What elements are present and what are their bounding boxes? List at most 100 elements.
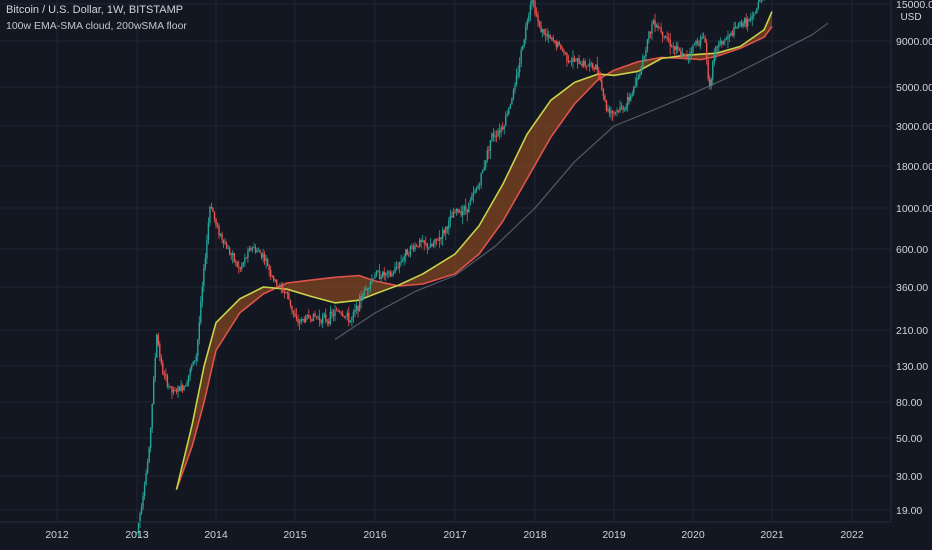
candle-body — [754, 13, 756, 15]
y-tick-label: 3000.00 — [896, 121, 932, 133]
candle-body — [263, 254, 266, 261]
candle-body — [633, 86, 635, 94]
candle-body — [617, 110, 620, 112]
candle-body — [181, 385, 184, 391]
candle-body — [480, 173, 482, 185]
y-tick-label: 1800.00 — [896, 161, 932, 173]
candle-body — [690, 52, 693, 54]
candle-body — [340, 312, 342, 314]
y-tick-label: 80.00 — [896, 397, 922, 409]
candle-body — [418, 240, 421, 247]
candle-body — [213, 211, 216, 219]
candle-body — [737, 23, 740, 29]
candle-body — [276, 279, 278, 286]
candle-body — [640, 66, 643, 75]
candle-body — [375, 271, 378, 276]
candle-body — [584, 61, 586, 66]
candle-body — [314, 313, 316, 317]
x-axis-tick-labels[interactable]: 2012 2013 2014 2015 2016 2017 2018 2019 2020 2021… — [45, 529, 864, 541]
candle-body — [604, 95, 606, 101]
candle-body — [145, 472, 147, 485]
candle-body — [346, 312, 349, 317]
candle-body — [585, 65, 588, 67]
candle-body — [225, 243, 228, 249]
candle-body — [441, 230, 444, 239]
candle-body — [543, 29, 545, 35]
candle-body — [680, 50, 682, 57]
candle-body — [678, 49, 681, 51]
candle-body — [500, 127, 502, 133]
candle-body — [616, 110, 618, 112]
candle-body — [701, 36, 703, 38]
candle-body — [661, 31, 664, 37]
candle-body — [506, 113, 509, 116]
candle-body — [235, 261, 237, 263]
candle-body — [312, 313, 315, 321]
candle-body — [423, 240, 425, 244]
candle-body — [369, 282, 372, 289]
candle-body — [579, 63, 582, 65]
candle-body — [477, 186, 479, 189]
candle-body — [238, 266, 240, 268]
candle-body — [488, 150, 490, 152]
y-tick-label: 5000.00 — [896, 82, 932, 94]
candle-body — [266, 259, 269, 267]
candle-body — [146, 462, 149, 473]
candle-body — [394, 267, 396, 273]
candle-body — [525, 26, 527, 40]
candle-body — [746, 19, 749, 27]
candle-body — [528, 15, 530, 21]
candle-body — [232, 253, 234, 256]
candle-body — [260, 253, 263, 258]
candle-body — [408, 254, 410, 256]
candle-body — [175, 390, 178, 393]
candle-body — [328, 320, 330, 324]
candle-body — [425, 243, 427, 244]
candle-body — [168, 386, 170, 388]
candle-body — [363, 290, 365, 297]
candle-body — [521, 45, 524, 51]
candle-body — [159, 344, 161, 357]
candle-body — [256, 250, 258, 253]
candle-body — [639, 74, 641, 77]
x-tick-label: 2013 — [125, 529, 149, 541]
candle-body — [695, 41, 697, 45]
y-axis-tick-labels[interactable]: 19.00 30.00 50.00 80.00 130.00 210.00 360.00 60… — [896, 0, 932, 517]
candle-body — [660, 27, 662, 32]
candle-body — [380, 277, 382, 280]
y-axis-unit: USD — [900, 12, 922, 23]
candle-body — [646, 39, 649, 51]
candle-body — [446, 227, 449, 230]
candle-body — [588, 63, 591, 66]
y-tick-label: 1000.00 — [896, 203, 932, 215]
candle-body — [657, 25, 659, 28]
candle-body — [705, 42, 708, 60]
candle-body — [184, 385, 187, 387]
candle-body — [554, 40, 556, 42]
candle-body — [386, 272, 389, 274]
candle-body — [526, 20, 529, 27]
candle-body — [265, 259, 267, 261]
candle-body — [420, 240, 422, 242]
candle-body — [140, 506, 143, 514]
candle-body — [489, 140, 492, 151]
candle-body — [532, 0, 535, 1]
candle-body — [178, 386, 181, 391]
x-tick-label: 2019 — [602, 529, 626, 541]
candle-body — [686, 55, 688, 58]
candle-body — [143, 484, 146, 496]
candle-body — [742, 23, 744, 27]
candle-body — [651, 24, 653, 34]
candle-body — [291, 305, 293, 311]
y-tick-label: 15000.00 — [896, 0, 932, 11]
candle-body — [368, 288, 370, 290]
candle-body — [406, 249, 409, 255]
candle-body — [514, 84, 516, 91]
candle-body — [236, 262, 238, 267]
candle-body — [445, 227, 447, 234]
candle-body — [671, 46, 673, 48]
candle-body — [693, 44, 696, 46]
candle-body — [389, 271, 392, 277]
candle-body — [716, 46, 719, 48]
